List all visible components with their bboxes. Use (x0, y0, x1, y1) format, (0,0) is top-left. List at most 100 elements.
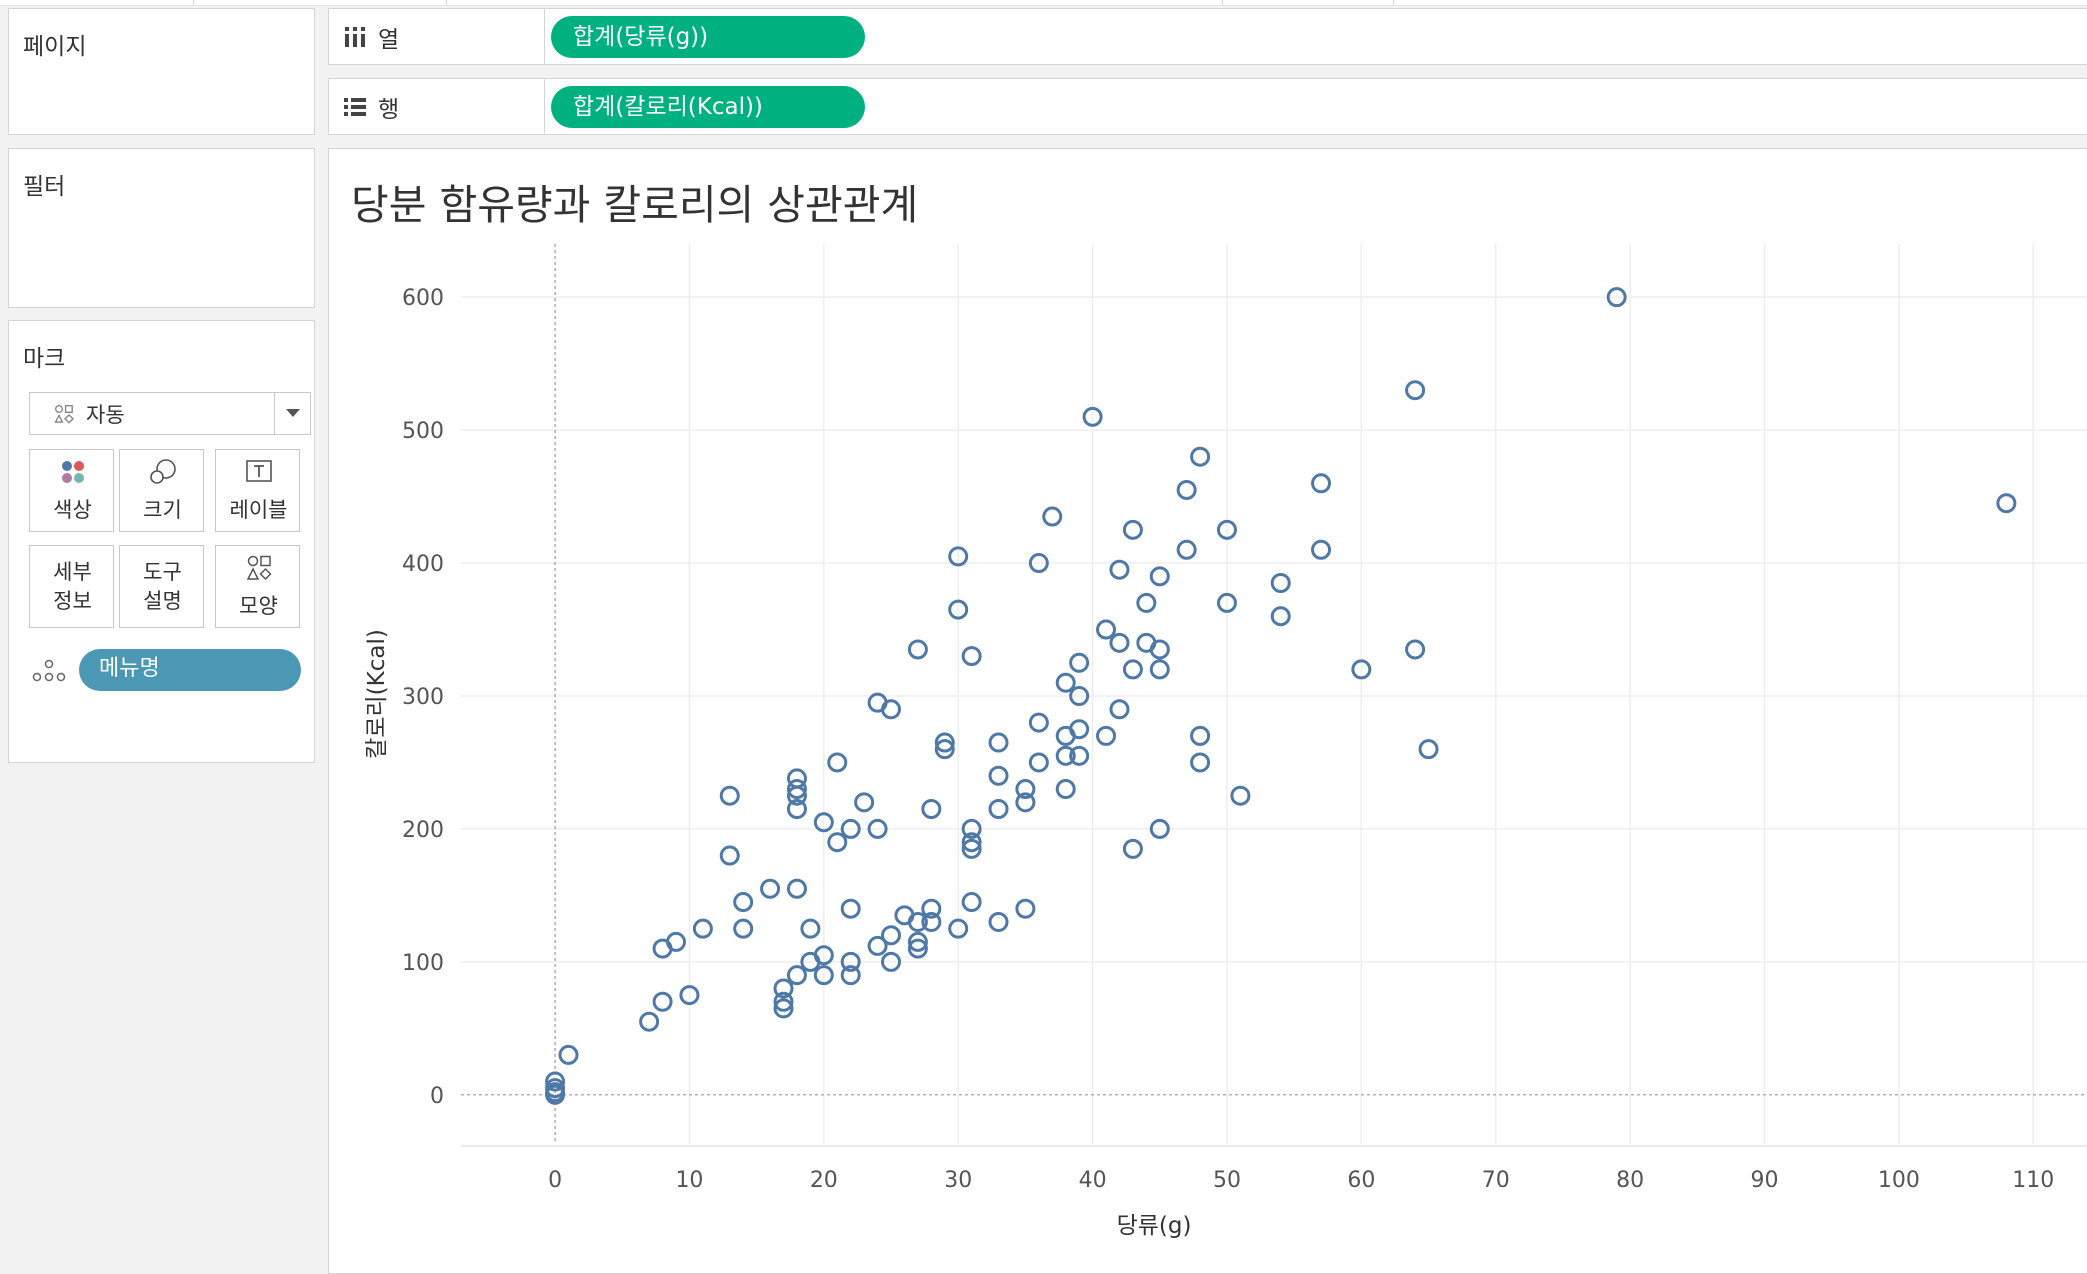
data-point[interactable] (1311, 473, 1332, 494)
data-point[interactable] (786, 798, 807, 819)
data-point[interactable] (1405, 639, 1426, 660)
data-point[interactable] (692, 918, 713, 939)
data-point[interactable] (961, 832, 982, 853)
data-point[interactable] (1190, 725, 1211, 746)
data-point[interactable] (1042, 506, 1063, 527)
data-point[interactable] (545, 1071, 566, 1092)
data-point[interactable] (1055, 779, 1076, 800)
data-point[interactable] (1418, 739, 1439, 760)
data-point[interactable] (639, 1011, 660, 1032)
color-button[interactable]: 색상 (29, 449, 114, 532)
data-point[interactable] (733, 918, 754, 939)
data-point[interactable] (1028, 712, 1049, 733)
data-point[interactable] (854, 792, 875, 813)
data-point[interactable] (907, 938, 928, 959)
data-point[interactable] (1109, 632, 1130, 653)
data-point[interactable] (786, 878, 807, 899)
data-point[interactable] (1069, 685, 1090, 706)
data-point[interactable] (1109, 559, 1130, 580)
data-point[interactable] (881, 699, 902, 720)
data-point[interactable] (1122, 519, 1143, 540)
data-point[interactable] (921, 911, 942, 932)
data-point[interactable] (733, 892, 754, 913)
detail-button[interactable]: 세부 정보 (29, 545, 114, 628)
data-point[interactable] (786, 779, 807, 800)
data-point[interactable] (881, 951, 902, 972)
data-point[interactable] (840, 951, 861, 972)
data-point[interactable] (1176, 479, 1197, 500)
data-point[interactable] (1606, 287, 1627, 308)
data-point[interactable] (813, 965, 834, 986)
data-point[interactable] (961, 646, 982, 667)
data-point[interactable] (558, 1044, 579, 1065)
data-point[interactable] (934, 739, 955, 760)
data-point[interactable] (827, 752, 848, 773)
data-point[interactable] (773, 991, 794, 1012)
size-button[interactable]: 크기 (119, 449, 204, 532)
data-point[interactable] (1096, 725, 1117, 746)
pages-card[interactable]: 페이지 (8, 8, 315, 135)
data-point[interactable] (1230, 785, 1251, 806)
data-point[interactable] (786, 768, 807, 789)
data-point[interactable] (827, 832, 848, 853)
data-point[interactable] (1270, 606, 1291, 627)
data-point[interactable] (1136, 592, 1157, 613)
data-point[interactable] (961, 892, 982, 913)
data-point[interactable] (1149, 639, 1170, 660)
data-point[interactable] (800, 918, 821, 939)
data-point[interactable] (1190, 752, 1211, 773)
tooltip-button[interactable]: 도구 설명 (119, 545, 204, 628)
data-point[interactable] (1055, 745, 1076, 766)
data-point[interactable] (786, 965, 807, 986)
dropdown-arrow-button[interactable] (274, 393, 310, 434)
data-point[interactable] (813, 812, 834, 833)
data-point[interactable] (719, 785, 740, 806)
data-point[interactable] (813, 945, 834, 966)
data-point[interactable] (840, 965, 861, 986)
rows-pill[interactable]: 합계(칼로리(Kcal)) (551, 86, 865, 128)
label-button[interactable]: 레이블 (215, 449, 300, 532)
data-point[interactable] (907, 911, 928, 932)
filters-card[interactable]: 필터 (8, 148, 315, 308)
data-point[interactable] (948, 546, 969, 567)
rows-shelf[interactable]: 행 합계(칼로리(Kcal)) (328, 78, 2087, 135)
shape-button[interactable]: 모양 (215, 545, 300, 628)
columns-pill[interactable]: 합계(당류(g)) (551, 16, 865, 58)
data-point[interactable] (840, 898, 861, 919)
data-point[interactable] (1216, 592, 1237, 613)
data-point[interactable] (988, 765, 1009, 786)
data-point[interactable] (907, 639, 928, 660)
data-point[interactable] (1069, 745, 1090, 766)
data-point[interactable] (1176, 539, 1197, 560)
data-point[interactable] (773, 998, 794, 1019)
data-point[interactable] (1109, 699, 1130, 720)
data-point[interactable] (988, 798, 1009, 819)
data-point[interactable] (1351, 659, 1372, 680)
data-point[interactable] (1015, 792, 1036, 813)
data-point[interactable] (867, 935, 888, 956)
data-point[interactable] (1996, 493, 2017, 514)
data-point[interactable] (961, 838, 982, 859)
data-point[interactable] (652, 991, 673, 1012)
data-point[interactable] (666, 931, 687, 952)
data-point[interactable] (948, 599, 969, 620)
data-point[interactable] (840, 818, 861, 839)
data-point[interactable] (1270, 572, 1291, 593)
data-point[interactable] (1122, 838, 1143, 859)
data-point[interactable] (1028, 553, 1049, 574)
data-point[interactable] (867, 818, 888, 839)
scatter-chart[interactable]: 0 10 20 30 40 50 60 70 80 90 100 110 0 100 200 300 400 50… (329, 149, 2087, 1273)
data-point[interactable] (760, 878, 781, 899)
columns-shelf[interactable]: 열 합계(당류(g)) (328, 8, 2087, 65)
data-point[interactable] (1028, 752, 1049, 773)
data-point[interactable] (934, 732, 955, 753)
data-point[interactable] (881, 925, 902, 946)
data-point[interactable] (948, 918, 969, 939)
visualization-pane[interactable]: 당분 함유량과 칼로리의 상관관계 0 10 20 30 40 50 60 70 80 90 100… (328, 148, 2087, 1274)
detail-field-pill[interactable]: 메뉴명 (79, 649, 301, 691)
data-point[interactable] (1190, 446, 1211, 467)
mark-type-dropdown[interactable]: 자동 (29, 392, 311, 435)
data-point[interactable] (1069, 652, 1090, 673)
data-point[interactable] (921, 898, 942, 919)
data-point[interactable] (1149, 566, 1170, 587)
